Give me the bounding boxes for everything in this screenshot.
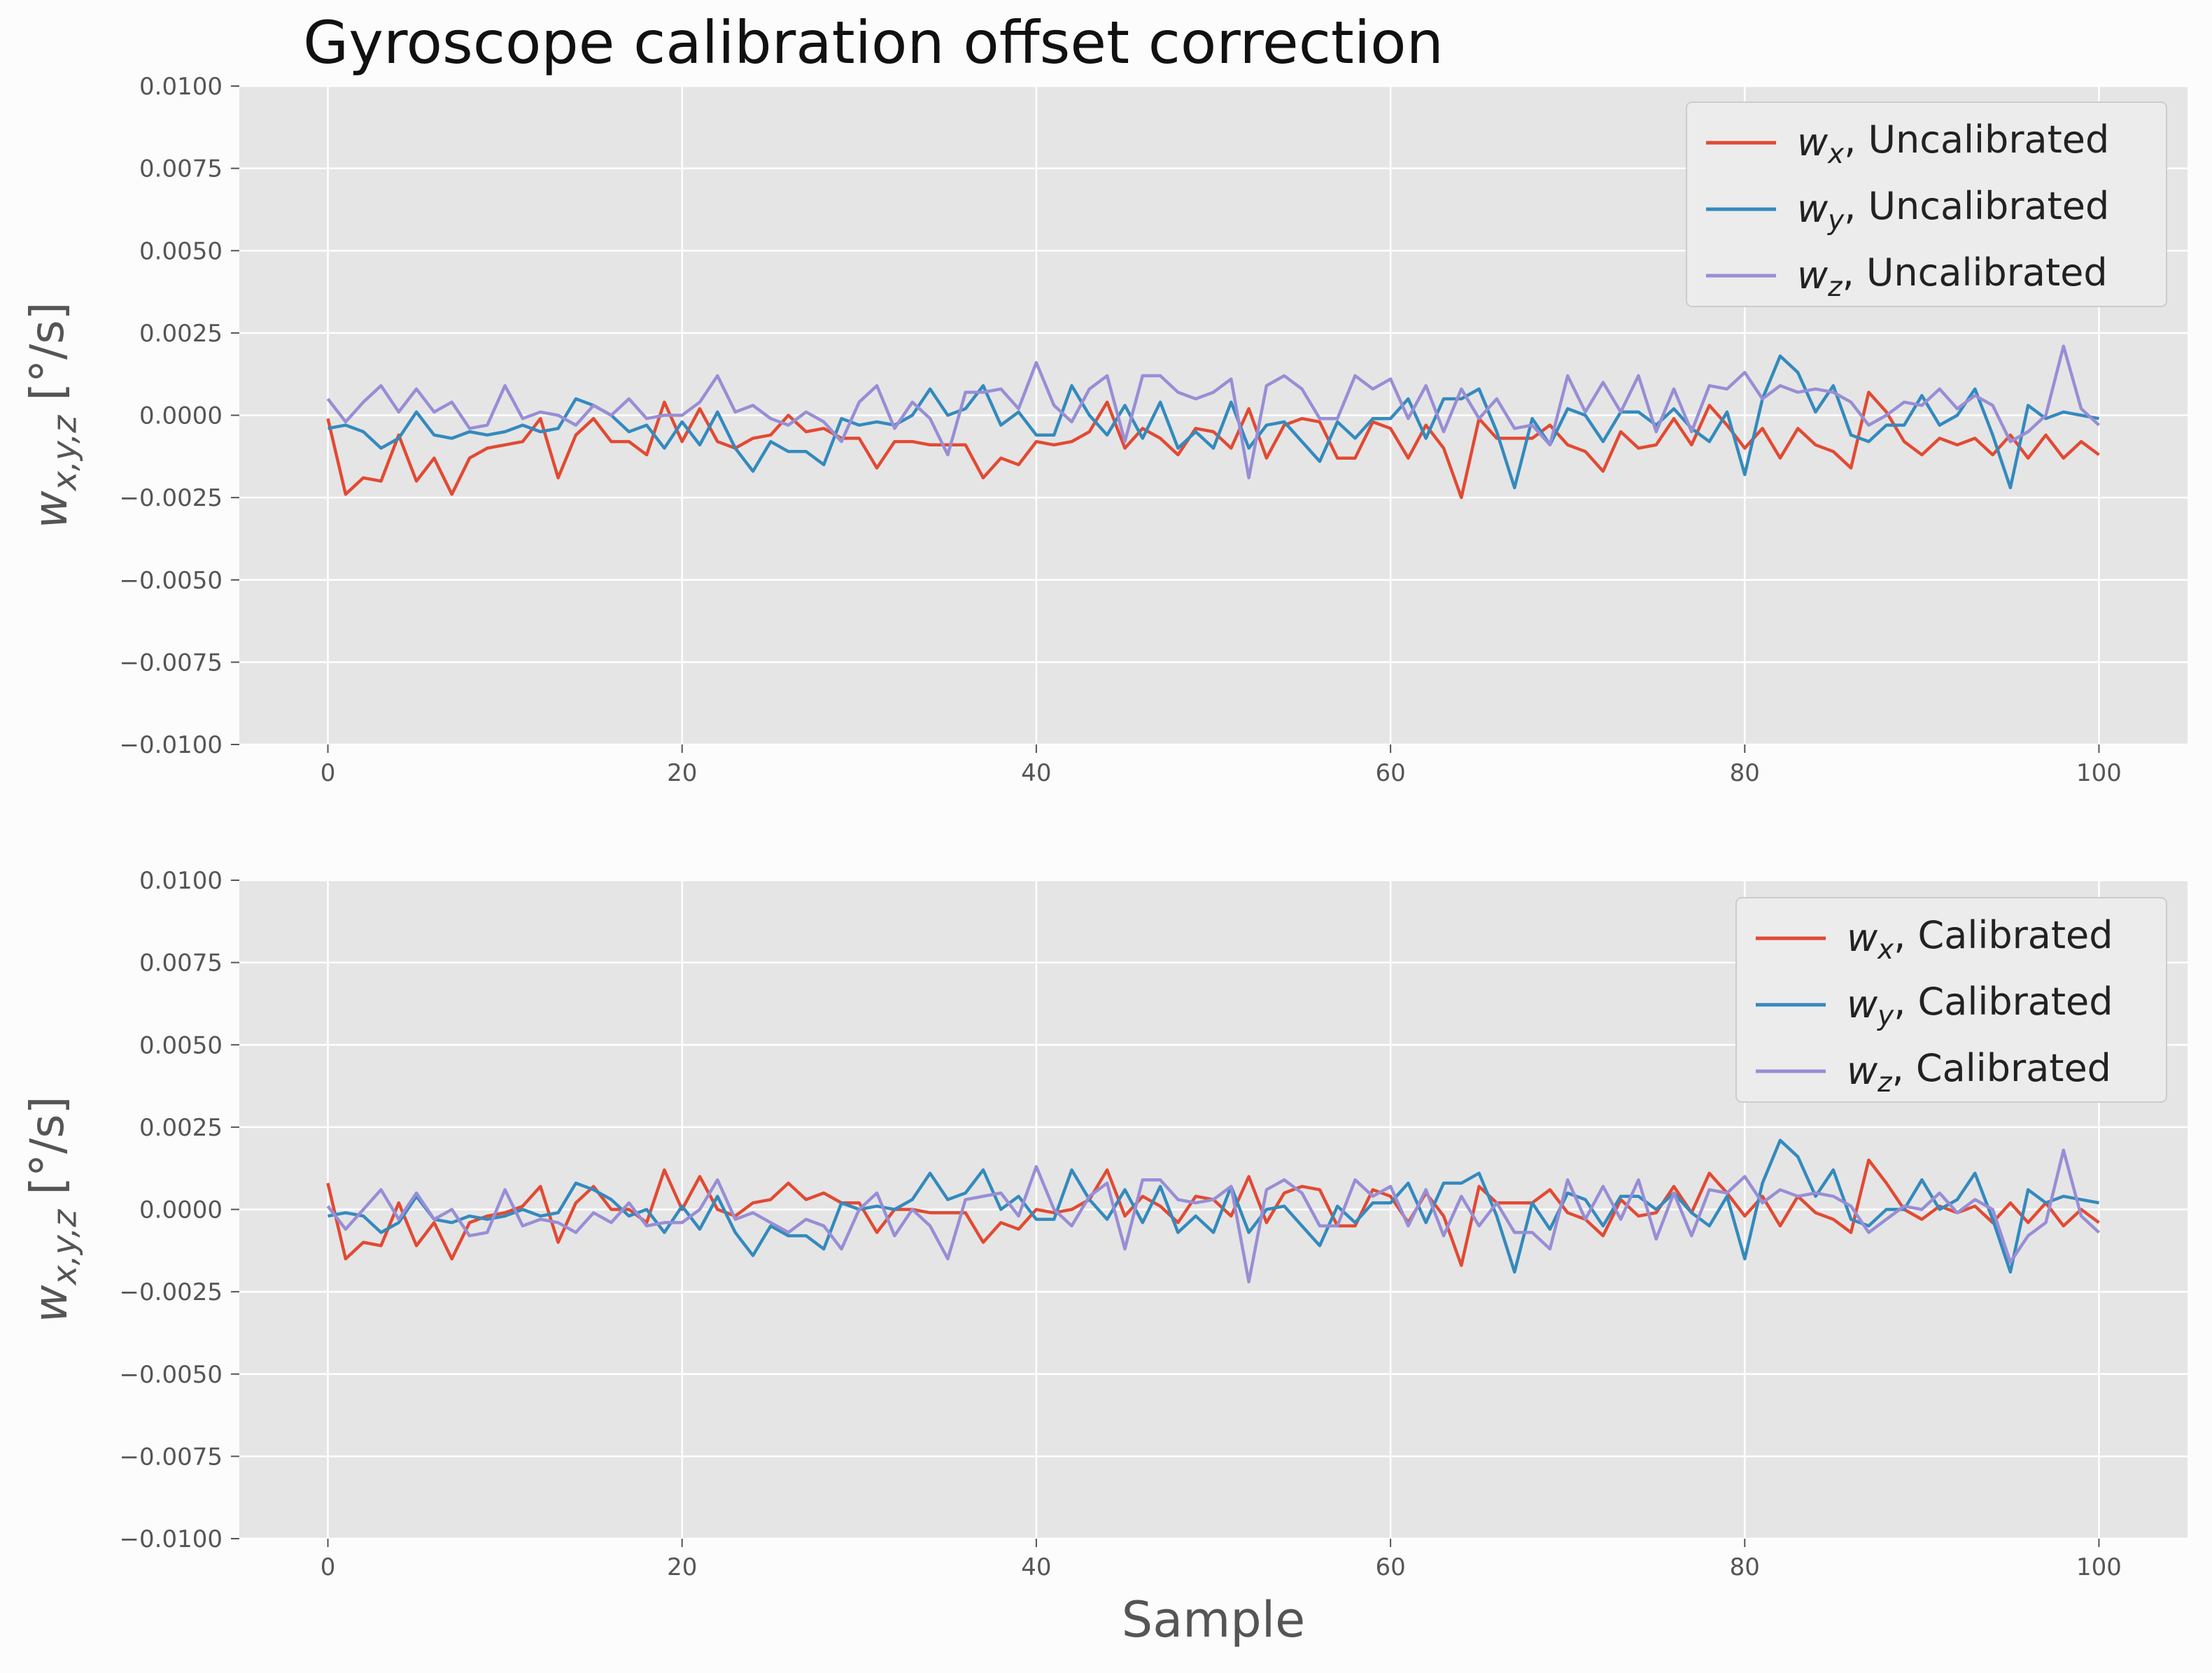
x-axis-label: Sample (1122, 1591, 1305, 1649)
chart-title: Gyroscope calibration offset correction (303, 8, 1444, 77)
legend-box (1686, 101, 2167, 307)
x-tick-label: 40 (1021, 759, 1051, 787)
y-tick-label: 0.0050 (139, 1031, 223, 1059)
x-tick-label: 40 (1021, 1553, 1051, 1581)
legend: wx, Calibrated wy, Calibrated wz, Calibrat… (1735, 897, 2167, 1103)
y-tick-label: 0.0025 (139, 1114, 223, 1142)
legend-label-wx: wx, Uncalibrated (1797, 118, 2109, 170)
series-line-wz (326, 344, 2101, 480)
x-tick-label: 100 (2076, 759, 2122, 787)
y-tick-label: 0.0000 (139, 402, 223, 430)
x-tick-label: 20 (667, 759, 697, 787)
legend-label-wy: wy, Calibrated (1847, 980, 2113, 1032)
legend-label-wy: wy, Uncalibrated (1797, 184, 2109, 237)
legend-box (1735, 897, 2167, 1103)
y-tick-label: −0.0050 (120, 567, 223, 595)
y-tick-label: −0.0025 (120, 1278, 223, 1306)
legend: wx, Uncalibrated wy, Uncalibrated wz, Unca… (1686, 101, 2167, 307)
y-tick-label: −0.0075 (120, 1443, 223, 1471)
x-tick-label: 20 (667, 1553, 697, 1581)
legend-label-wz: wz, Uncalibrated (1797, 250, 2108, 303)
y-axis-label: wx,y,z [°/s] (20, 1096, 84, 1323)
y-tick-label: 0.0100 (139, 867, 223, 895)
y-tick-label: 0.0050 (139, 237, 223, 265)
series-line-wy (327, 354, 2099, 490)
subplot-calibrated: 0.0100 0.0075 0.0050 0.0025 0.0000 −0.0025 −0.… (20, 867, 2188, 1649)
y-tick-label: 0.0000 (139, 1196, 223, 1224)
y-tick-label: 0.0100 (139, 73, 223, 101)
x-tick-label: 60 (1375, 759, 1405, 787)
x-tick-label: 0 (320, 759, 336, 787)
y-tick-label: −0.0075 (120, 649, 223, 677)
y-tick-label: 0.0075 (139, 155, 223, 183)
x-tick-label: 60 (1375, 1553, 1405, 1581)
subplot-uncalibrated: 0.0100 0.0075 0.0050 0.0025 0.0000 −0.0025 −0.… (20, 73, 2188, 787)
y-axis-label: wx,y,z [°/s] (20, 302, 84, 529)
x-tick-label: 100 (2076, 1553, 2122, 1581)
x-tick-label: 0 (320, 1553, 336, 1581)
legend-label-wz: wz, Calibrated (1847, 1046, 2111, 1099)
x-tick-label: 80 (1730, 759, 1760, 787)
legend-label-wx: wx, Calibrated (1847, 913, 2113, 966)
y-tick-label: 0.0025 (139, 320, 223, 348)
y-tick-label: 0.0075 (139, 950, 223, 977)
y-tick-label: −0.0050 (120, 1361, 223, 1389)
series-line-wz (326, 1148, 2101, 1284)
x-tick-label: 80 (1730, 1553, 1760, 1581)
y-tick-label: −0.0025 (120, 484, 223, 512)
y-tick-label: −0.0100 (120, 731, 223, 759)
series-line-wx (326, 390, 2100, 500)
y-tick-label: −0.0100 (120, 1525, 223, 1553)
